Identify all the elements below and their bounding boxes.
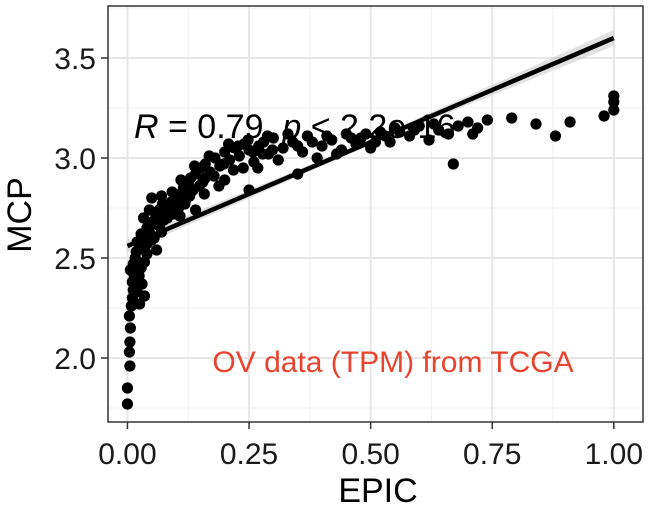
data-point [311, 152, 323, 164]
data-point [146, 192, 158, 204]
data-point [161, 212, 173, 224]
y-axis-ticks: 2.0 2.5 3.0 3.5 [54, 43, 108, 376]
data-point [530, 118, 542, 130]
data-point [135, 262, 147, 274]
data-point [123, 310, 135, 322]
data-point [272, 154, 284, 166]
data-point [408, 124, 421, 136]
data-point [247, 146, 259, 158]
data-point [188, 160, 201, 172]
x-tick-label: 0.50 [341, 438, 399, 471]
data-point [598, 110, 610, 122]
data-point [442, 128, 455, 140]
data-point [447, 158, 459, 170]
data-point [481, 114, 493, 126]
y-axis-title: MCP [1, 177, 39, 253]
stat-r-symbol: R [134, 108, 159, 146]
data-point [124, 322, 136, 334]
annotation-text: OV data (TPM) from TCGA [212, 346, 573, 379]
data-point [166, 186, 178, 198]
data-point [227, 164, 240, 176]
y-tick-label: 3.0 [54, 143, 96, 176]
data-point [219, 174, 231, 186]
data-point [257, 148, 269, 160]
data-point [266, 144, 278, 156]
data-point [233, 150, 245, 162]
data-point [199, 172, 211, 184]
data-point [121, 398, 134, 410]
stat-label: R = 0.79, p < 2.2e-16 [134, 108, 455, 146]
data-point [137, 212, 150, 224]
data-point [306, 136, 318, 148]
data-point [549, 130, 562, 142]
data-point [321, 130, 333, 142]
fit-line-layer [126, 35, 615, 249]
data-point [462, 116, 474, 128]
data-point [277, 142, 289, 154]
data-point [123, 346, 135, 358]
data-point [608, 104, 620, 116]
points-layer [121, 90, 620, 410]
stat-r-value: = 0.79, [159, 108, 283, 146]
data-point [237, 162, 249, 174]
data-point [124, 360, 136, 372]
x-tick-label: 1.00 [585, 438, 643, 471]
data-point [150, 208, 162, 220]
data-point [198, 188, 210, 200]
data-point [151, 244, 163, 256]
data-point [170, 208, 182, 220]
x-axis-title: EPIC [338, 472, 417, 510]
x-tick-label: 0.00 [98, 438, 156, 471]
data-point [316, 140, 328, 152]
data-point [155, 190, 168, 202]
data-point [141, 248, 153, 260]
data-point [208, 170, 220, 182]
x-tick-label: 0.25 [220, 438, 278, 471]
y-tick-label: 3.5 [54, 43, 96, 76]
x-axis-ticks: 0.00 0.25 0.50 0.75 1.00 [98, 422, 643, 471]
y-tick-label: 2.5 [54, 243, 96, 276]
data-point [423, 134, 435, 146]
data-point [232, 140, 244, 152]
data-point [223, 138, 235, 150]
stat-p-symbol: p [281, 108, 301, 146]
data-point [175, 174, 187, 186]
data-point [452, 120, 464, 132]
data-point [189, 204, 202, 216]
panel-border [107, 5, 644, 423]
x-tick-label: 0.75 [463, 438, 521, 471]
data-point [506, 112, 518, 124]
data-point [282, 128, 294, 140]
data-point [252, 162, 264, 174]
grid-minor [108, 6, 643, 422]
data-point [242, 134, 254, 146]
data-point [184, 190, 196, 202]
regression-line [126, 35, 615, 249]
data-point [121, 382, 134, 394]
y-tick-label: 2.0 [54, 343, 96, 376]
data-point [292, 140, 304, 152]
data-point [129, 274, 141, 286]
data-point [428, 118, 440, 130]
data-point [467, 128, 479, 140]
data-point [608, 90, 620, 102]
data-point [203, 150, 215, 162]
data-point [345, 132, 357, 144]
stat-p-value: < 2.2e-16 [301, 108, 455, 146]
data-point [134, 298, 146, 310]
data-point [218, 158, 230, 170]
data-point [360, 128, 372, 140]
data-point [564, 116, 576, 128]
data-point [261, 130, 274, 142]
data-point [124, 336, 136, 348]
